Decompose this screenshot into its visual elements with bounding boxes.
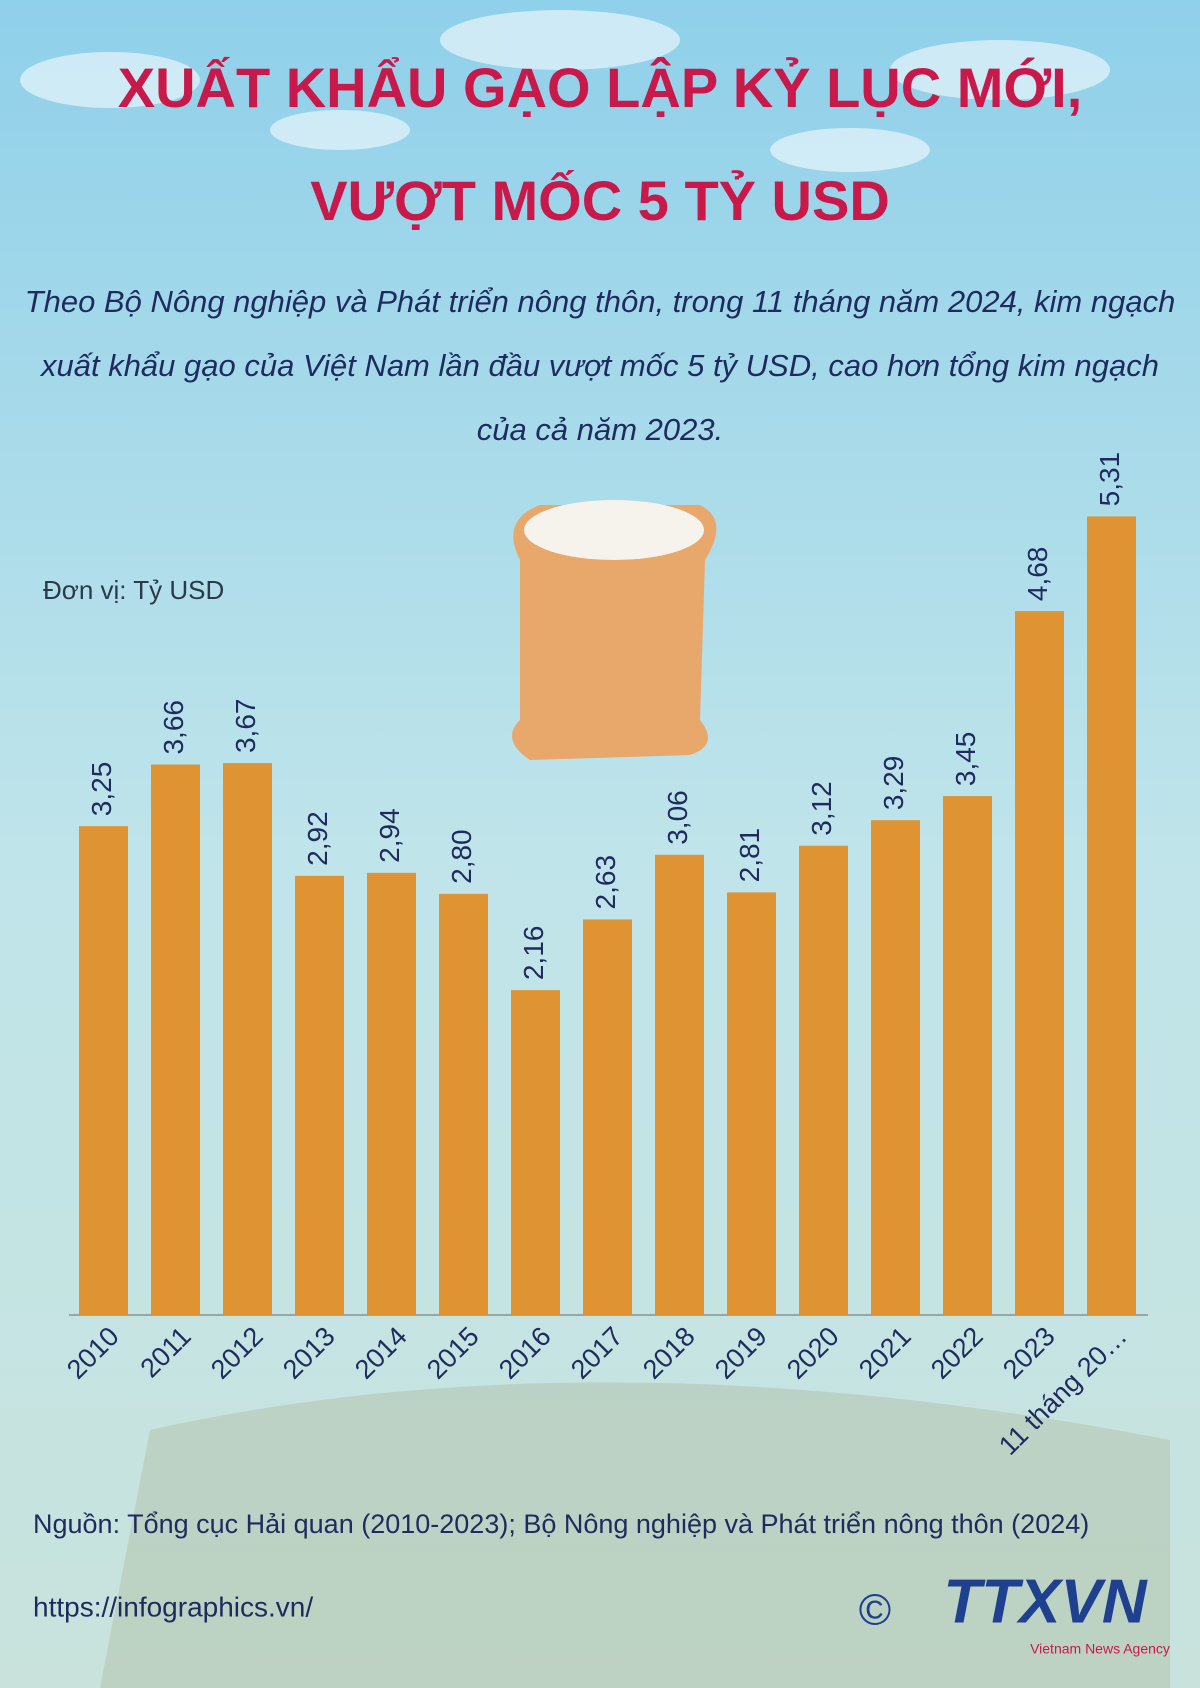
bar (1087, 516, 1136, 1315)
bar (583, 919, 632, 1315)
value-label: 2,94 (374, 808, 405, 863)
bar (655, 854, 704, 1315)
bar (439, 893, 488, 1315)
title: XUẤT KHẨU GẠO LẬP KỶ LỤC MỚI, (118, 56, 1083, 119)
value-label: 3,06 (662, 790, 693, 845)
subtitle: Theo Bộ Nông nghiệp và Phát triển nông t… (24, 284, 1176, 447)
value-label: 3,25 (86, 762, 117, 817)
bar (151, 764, 200, 1315)
bar (223, 763, 272, 1315)
value-label: 3,67 (230, 699, 261, 754)
value-label: 2,92 (302, 811, 333, 866)
clouds (20, 10, 1110, 172)
value-label: 2,80 (446, 829, 477, 884)
unit-label: Đơn vị: Tỷ USD (43, 575, 224, 605)
bar (367, 872, 416, 1315)
url: https://infographics.vn/ (33, 1591, 313, 1622)
value-label: 4,68 (1022, 547, 1053, 602)
value-label: 2,16 (518, 926, 549, 981)
value-label: 5,31 (1094, 452, 1125, 507)
value-label: 2,81 (734, 828, 765, 883)
value-label: 3,29 (878, 756, 909, 811)
value-label: 3,66 (158, 700, 189, 755)
bar (79, 826, 128, 1315)
bar (727, 892, 776, 1315)
bar (799, 845, 848, 1315)
value-label: 3,12 (806, 781, 837, 836)
bar (1015, 611, 1064, 1315)
bar (871, 820, 920, 1315)
logo-name: TTXVN (943, 1567, 1147, 1636)
logo-copyright: © (859, 1586, 891, 1635)
bar (943, 796, 992, 1315)
value-label: 3,45 (950, 732, 981, 787)
title: VƯỢT MỐC 5 TỶ USD (310, 169, 890, 232)
field-decoration (100, 1382, 1170, 1688)
logo-tagline: Vietnam News Agency (1030, 1641, 1170, 1657)
bar (511, 990, 560, 1315)
bar (295, 875, 344, 1315)
value-label: 2,63 (590, 855, 621, 910)
rice-bag (512, 500, 717, 760)
source: Nguồn: Tổng cục Hải quan (2010-2023); Bộ… (33, 1509, 1089, 1539)
